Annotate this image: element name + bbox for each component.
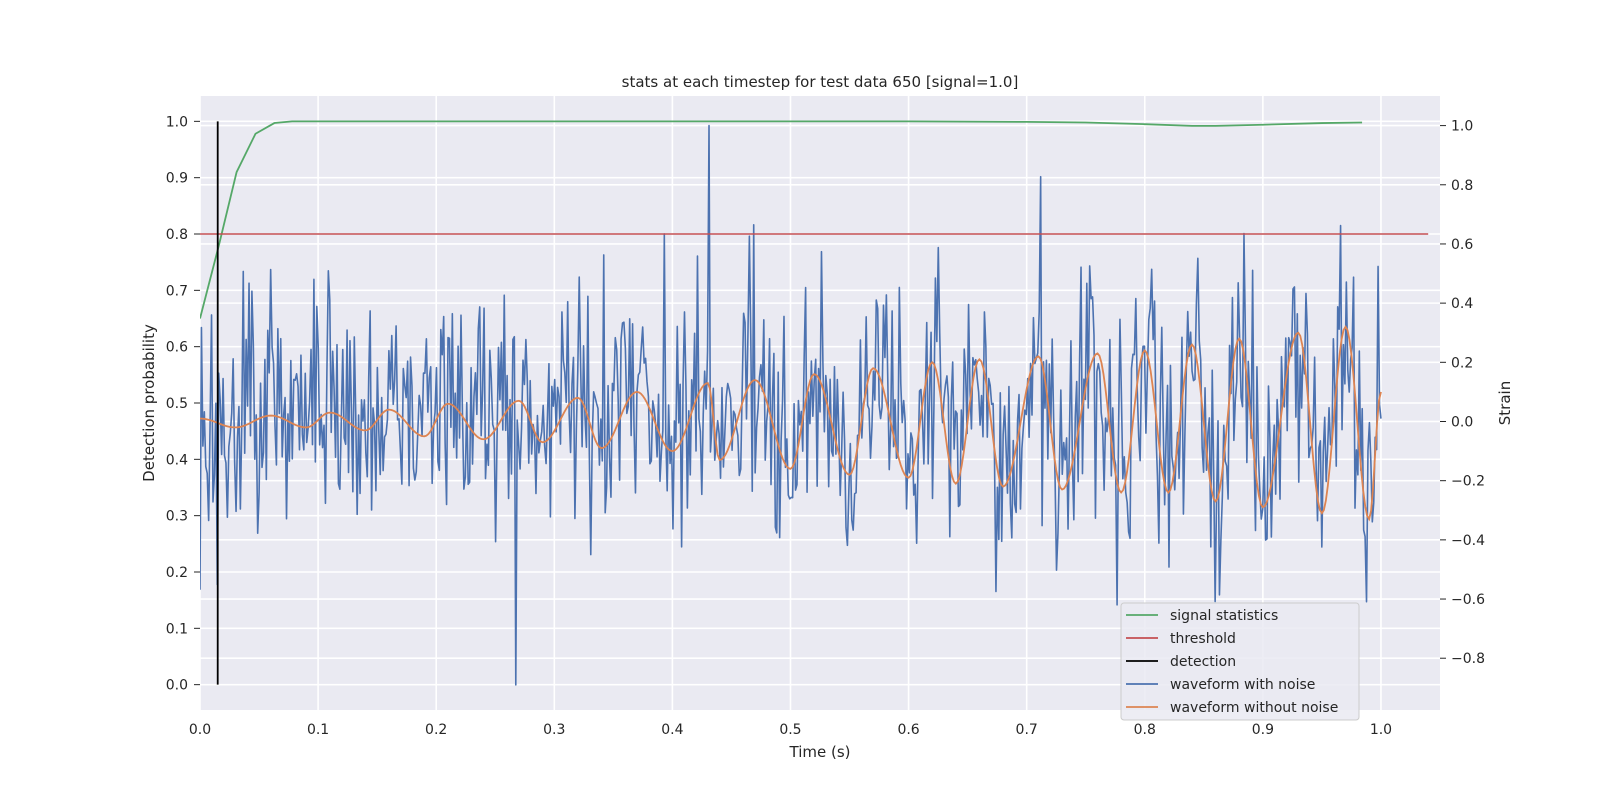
y-tick-label-right: −0.8 [1451, 651, 1485, 667]
y-tick-label-right: −0.4 [1451, 533, 1485, 549]
y-tick-label-right: −0.6 [1451, 592, 1485, 608]
y-tick-label-right: −0.2 [1451, 474, 1485, 490]
chart-title: stats at each timestep for test data 650… [622, 73, 1019, 91]
y-tick-label-right: 0.0 [1451, 414, 1473, 430]
y-tick-label-right: 0.2 [1451, 355, 1473, 371]
x-tick-label: 0.7 [1016, 722, 1038, 738]
y-tick-label-left: 0.7 [166, 283, 188, 299]
y-tick-label-right: 0.6 [1451, 237, 1473, 253]
y-axis-label-right: Strain [1496, 381, 1514, 425]
legend-label-signal-statistics: signal statistics [1170, 608, 1278, 624]
x-tick-label: 0.5 [779, 722, 801, 738]
legend-box [1120, 602, 1360, 721]
series-waveform-without-noise [200, 325, 1382, 522]
legend-label-waveform-without-noise: waveform without noise [1170, 700, 1338, 716]
x-tick-label: 0.6 [897, 722, 919, 738]
legend: signal statistics threshold detection wa… [1120, 602, 1360, 721]
y-tick-label-right: 0.4 [1451, 296, 1473, 312]
x-tick-label: 0.8 [1134, 722, 1156, 738]
x-tick-label: 0.1 [307, 722, 329, 738]
legend-label-detection: detection [1170, 654, 1236, 670]
y-tick-label-right: 1.0 [1451, 119, 1473, 135]
y-tick-label-left: 0.8 [166, 227, 188, 243]
x-tick-label: 0.4 [661, 722, 683, 738]
y-tick-label-left: 0.2 [166, 565, 188, 581]
y-tick-label-left: 0.6 [166, 340, 188, 356]
x-tick-label: 0.9 [1252, 722, 1274, 738]
series-waveform-with-noise [200, 124, 1382, 686]
y-axis-label-left: Detection probability [140, 324, 158, 482]
y-tick-label-right: 0.8 [1451, 178, 1473, 194]
ticks-layer: 0.0 0.1 0.2 0.3 0.4 0.5 0.6 0.7 0.8 0.9 1.0 0.0 0.1 0… [166, 114, 1485, 738]
y-tick-label-left: 0.5 [166, 396, 188, 412]
x-tick-label: 0.2 [425, 722, 447, 738]
y-tick-label-left: 0.9 [166, 171, 188, 187]
y-tick-label-left: 1.0 [166, 114, 188, 130]
series-signal-statistics [200, 120, 1363, 319]
series-layer [200, 120, 1429, 686]
y-tick-label-left: 0.4 [166, 452, 188, 468]
legend-label-waveform-with-noise: waveform with noise [1170, 677, 1315, 693]
x-axis-label: Time (s) [789, 743, 851, 761]
x-tick-label: 0.3 [543, 722, 565, 738]
y-tick-label-left: 0.0 [166, 678, 188, 694]
x-tick-label: 0.0 [189, 722, 211, 738]
x-tick-label: 1.0 [1370, 722, 1392, 738]
y-tick-label-left: 0.3 [166, 509, 188, 525]
legend-label-threshold: threshold [1170, 631, 1236, 647]
y-tick-label-left: 0.1 [166, 621, 188, 637]
plot-series-group [200, 120, 1429, 686]
